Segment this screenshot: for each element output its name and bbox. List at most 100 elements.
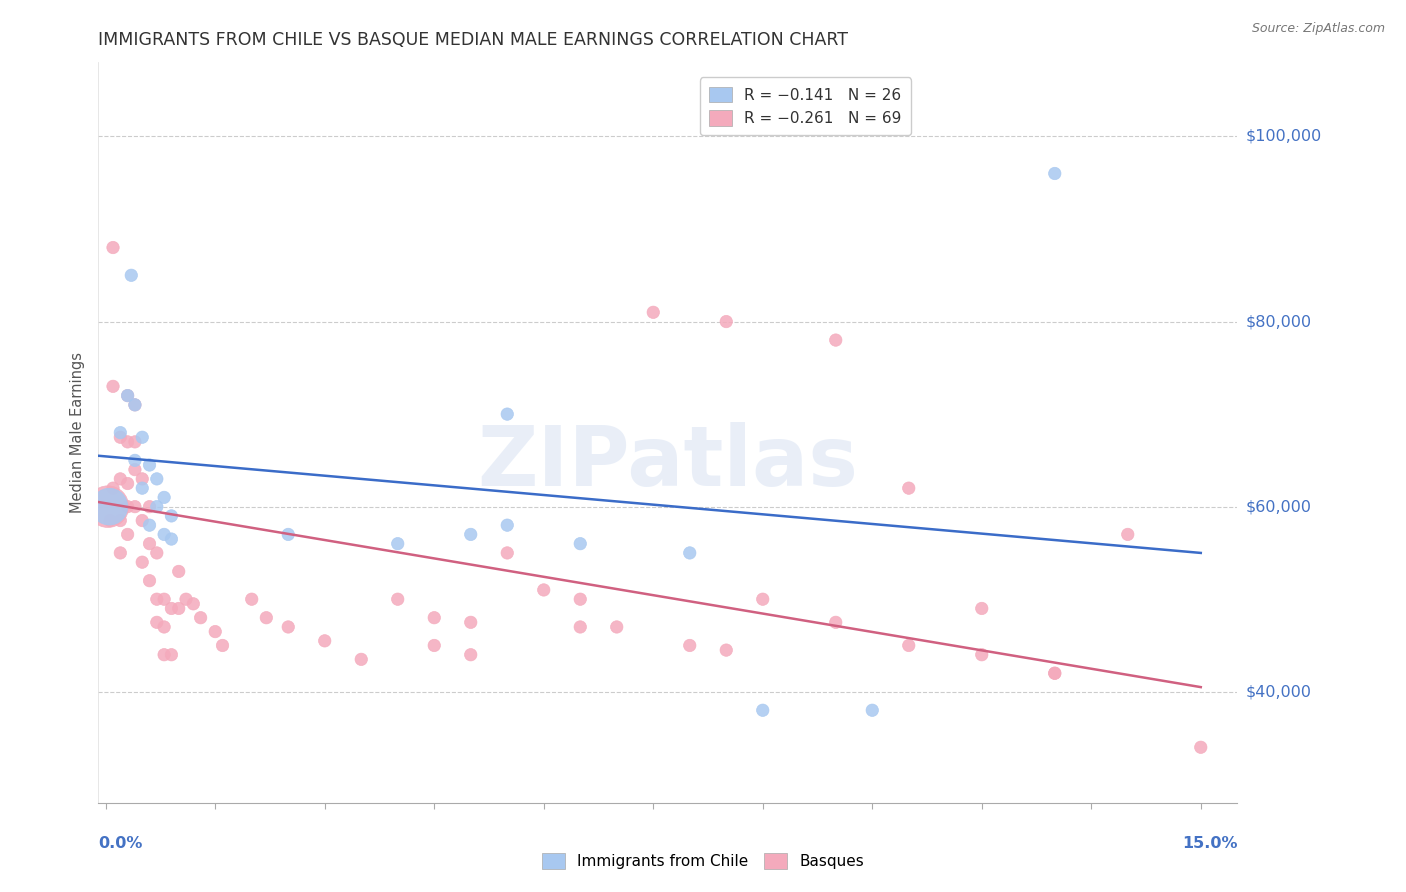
Point [138, 500, 160, 514]
Point [101, 481, 124, 495]
Point [98, 500, 121, 514]
Point [117, 476, 139, 491]
Point [679, 546, 702, 560]
Point [460, 527, 482, 541]
Point [146, 546, 169, 560]
Point [146, 500, 169, 514]
Y-axis label: Median Male Earnings: Median Male Earnings [70, 352, 86, 513]
Point [120, 268, 142, 283]
Point [423, 610, 446, 624]
Text: $100,000: $100,000 [1246, 129, 1322, 144]
Point [460, 615, 482, 630]
Point [97, 500, 120, 514]
Point [1189, 740, 1212, 755]
Point [153, 592, 176, 607]
Point [824, 333, 846, 347]
Point [496, 407, 519, 421]
Point [110, 430, 132, 444]
Point [153, 527, 176, 541]
Point [131, 514, 153, 528]
Point [606, 620, 628, 634]
Point [716, 314, 738, 328]
Point [117, 434, 139, 449]
Point [110, 546, 132, 560]
Point [110, 425, 132, 440]
Point [153, 491, 176, 505]
Point [277, 620, 299, 634]
Point [387, 536, 409, 550]
Point [167, 601, 190, 615]
Point [679, 639, 702, 653]
Point [387, 592, 409, 607]
Point [124, 462, 146, 476]
Point [1043, 666, 1066, 681]
Point [970, 601, 993, 615]
Point [211, 639, 233, 653]
Legend: Immigrants from Chile, Basques: Immigrants from Chile, Basques [536, 847, 870, 875]
Point [314, 633, 336, 648]
Text: $80,000: $80,000 [1246, 314, 1312, 329]
Point [160, 532, 183, 546]
Point [117, 500, 139, 514]
Point [124, 453, 146, 467]
Point [240, 592, 263, 607]
Legend: R = −0.141   N = 26, R = −0.261   N = 69: R = −0.141 N = 26, R = −0.261 N = 69 [700, 78, 911, 136]
Point [101, 379, 124, 393]
Point [124, 398, 146, 412]
Point [138, 458, 160, 472]
Point [496, 518, 519, 533]
Point [496, 546, 519, 560]
Point [183, 597, 205, 611]
Point [138, 536, 160, 550]
Point [350, 652, 373, 666]
Point [860, 703, 883, 717]
Point [101, 240, 124, 255]
Text: IMMIGRANTS FROM CHILE VS BASQUE MEDIAN MALE EARNINGS CORRELATION CHART: IMMIGRANTS FROM CHILE VS BASQUE MEDIAN M… [98, 31, 848, 49]
Point [146, 592, 169, 607]
Point [153, 648, 176, 662]
Point [277, 527, 299, 541]
Point [204, 624, 226, 639]
Text: ZIPatlas: ZIPatlas [478, 422, 858, 503]
Point [254, 610, 277, 624]
Point [98, 514, 121, 528]
Text: 15.0%: 15.0% [1182, 836, 1237, 851]
Point [970, 648, 993, 662]
Point [110, 514, 132, 528]
Point [124, 398, 146, 412]
Point [569, 536, 592, 550]
Point [124, 500, 146, 514]
Point [124, 434, 146, 449]
Point [752, 703, 775, 717]
Point [569, 592, 592, 607]
Point [131, 472, 153, 486]
Point [131, 430, 153, 444]
Point [160, 648, 183, 662]
Point [1043, 666, 1066, 681]
Point [153, 620, 176, 634]
Point [897, 481, 920, 495]
Point [824, 615, 846, 630]
Point [110, 472, 132, 486]
Point [174, 592, 197, 607]
Point [117, 388, 139, 402]
Text: $40,000: $40,000 [1246, 684, 1312, 699]
Point [569, 620, 592, 634]
Point [167, 565, 190, 579]
Point [131, 555, 153, 569]
Point [1116, 527, 1139, 541]
Point [160, 601, 183, 615]
Point [146, 472, 169, 486]
Text: 0.0%: 0.0% [98, 836, 143, 851]
Point [533, 582, 555, 597]
Point [1043, 166, 1066, 180]
Point [146, 615, 169, 630]
Text: $60,000: $60,000 [1246, 500, 1312, 514]
Point [897, 639, 920, 653]
Text: Source: ZipAtlas.com: Source: ZipAtlas.com [1251, 22, 1385, 36]
Point [117, 527, 139, 541]
Point [643, 305, 665, 319]
Point [131, 481, 153, 495]
Point [716, 643, 738, 657]
Point [190, 610, 212, 624]
